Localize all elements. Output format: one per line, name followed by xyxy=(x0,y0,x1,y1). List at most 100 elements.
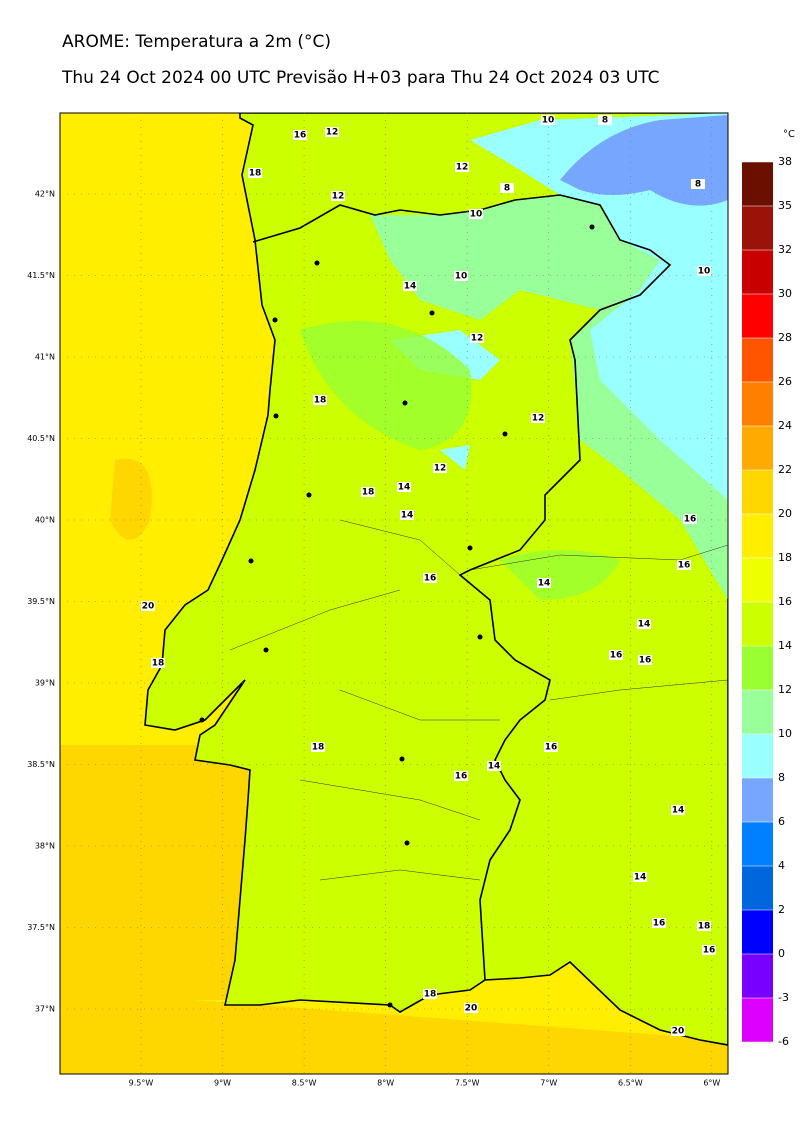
lat-tick-label: 41.5°N xyxy=(27,271,55,280)
contour-label: 12 xyxy=(471,334,484,344)
colorbar-tick-label: 26 xyxy=(778,375,792,388)
colorbar-tick-label: 6 xyxy=(778,815,785,828)
colorbar-tick-label: 14 xyxy=(778,639,792,652)
colorbar-tick-label: 10 xyxy=(778,727,792,740)
contour-label-bg xyxy=(697,266,711,276)
contour-label: 18 xyxy=(249,169,262,179)
contour-label-bg xyxy=(652,918,666,928)
contour-label-bg xyxy=(537,578,551,588)
contour-label: 18 xyxy=(362,488,375,498)
contour-label: 14 xyxy=(672,806,685,816)
contour-label: 10 xyxy=(698,267,711,277)
colorbar-segment xyxy=(742,250,773,294)
lat-tick-label: 37.5°N xyxy=(27,923,55,932)
contour-label-bg xyxy=(500,183,514,193)
colorbar-segment xyxy=(742,690,773,734)
contour-label-bg xyxy=(598,115,612,125)
contour-label-bg xyxy=(697,921,711,931)
colorbar-segment xyxy=(742,822,773,866)
contour-label: 18 xyxy=(424,990,437,1000)
colorbar-segment xyxy=(742,558,773,602)
lat-tick-label: 39°N xyxy=(35,679,55,688)
contour-label: 8 xyxy=(504,184,510,194)
contour-label-bg xyxy=(487,761,501,771)
contour-label-bg xyxy=(702,945,716,955)
colorbar-tick-label: -3 xyxy=(778,991,789,1004)
contour-label-bg xyxy=(361,487,375,497)
contour-label-bg xyxy=(423,573,437,583)
lon-tick-label: 8°W xyxy=(377,1079,394,1088)
contour-label: 10 xyxy=(542,116,555,126)
map-frame xyxy=(59,112,729,1075)
lat-tick-label: 39.5°N xyxy=(27,597,55,606)
subtitle: Thu 24 Oct 2024 00 UTC Previsão H+03 par… xyxy=(61,68,660,88)
colorbar-unit: °C xyxy=(783,129,795,140)
lat-tick-label: 41°N xyxy=(35,353,55,362)
colorbar-segment xyxy=(742,206,773,250)
colorbar-tick-label: -6 xyxy=(778,1035,789,1048)
contour-label-bg xyxy=(469,209,483,219)
contour-label: 12 xyxy=(434,464,447,474)
contour-label: 16 xyxy=(545,743,558,753)
lon-tick-label: 9°W xyxy=(214,1079,231,1088)
contour-label: 20 xyxy=(672,1027,685,1037)
contour-label: 14 xyxy=(401,511,414,521)
colorbar-tick-label: 12 xyxy=(778,683,792,696)
contour-label: 16 xyxy=(684,515,697,525)
contour-label-bg xyxy=(531,413,545,423)
contour-label-bg xyxy=(464,1003,478,1013)
contour-label-bg xyxy=(633,872,647,882)
contour-label: 16 xyxy=(653,919,666,929)
contour-label: 16 xyxy=(678,561,691,571)
contour-label: 16 xyxy=(455,772,468,782)
contour-label-bg xyxy=(671,1026,685,1036)
colorbar-tick-label: 30 xyxy=(778,287,792,300)
lon-tick-label: 6°W xyxy=(703,1079,720,1088)
colorbar-segment xyxy=(742,646,773,690)
colorbar-tick-label: 2 xyxy=(778,903,785,916)
colorbar-segment xyxy=(742,910,773,954)
contour-label: 20 xyxy=(142,602,155,612)
contour-label: 12 xyxy=(532,414,545,424)
contour-label-bg xyxy=(454,771,468,781)
colorbar-segment xyxy=(742,338,773,382)
colorbar-segment xyxy=(742,866,773,910)
contour-label: 18 xyxy=(152,659,165,669)
contour-label-bg xyxy=(677,560,691,570)
contour-label-bg xyxy=(671,805,685,815)
lat-tick-label: 40.5°N xyxy=(27,434,55,443)
lon-tick-label: 7°W xyxy=(540,1079,557,1088)
lon-tick-label: 8.5°W xyxy=(292,1079,317,1088)
contour-label-bg xyxy=(151,658,165,668)
contour-label: 16 xyxy=(424,574,437,584)
map-area xyxy=(60,113,728,1074)
contour-label: 10 xyxy=(455,272,468,282)
contour-label-bg xyxy=(638,655,652,665)
colorbar-tick-label: 16 xyxy=(778,595,792,608)
colorbar-segment xyxy=(742,778,773,822)
colorbar-tick-label: 22 xyxy=(778,463,792,476)
contour-label: 16 xyxy=(639,656,652,666)
contour-label-bg xyxy=(454,271,468,281)
contour-label: 14 xyxy=(404,282,417,292)
contour-label: 12 xyxy=(326,128,339,138)
lon-tick-label: 9.5°W xyxy=(129,1079,154,1088)
lat-tick-label: 37°N xyxy=(35,1005,55,1014)
contour-label-bg xyxy=(423,989,437,999)
contour-label-bg xyxy=(637,619,651,629)
contour-label-bg xyxy=(433,463,447,473)
contour-label: 18 xyxy=(312,743,325,753)
colorbar-segment xyxy=(742,954,773,998)
colorbar-segment xyxy=(742,998,773,1042)
colorbar-tick-label: 35 xyxy=(778,199,792,212)
colorbar-tick-label: 28 xyxy=(778,331,792,344)
contour-label: 20 xyxy=(465,1004,478,1014)
colorbar-tick-label: 8 xyxy=(778,771,785,784)
colorbar-tick-label: 4 xyxy=(778,859,785,872)
colorbar-tick-label: 38 xyxy=(778,155,792,168)
contour-label: 14 xyxy=(634,873,647,883)
contour-label: 16 xyxy=(610,651,623,661)
contour-label-bg xyxy=(403,281,417,291)
contour-label: 16 xyxy=(703,946,716,956)
